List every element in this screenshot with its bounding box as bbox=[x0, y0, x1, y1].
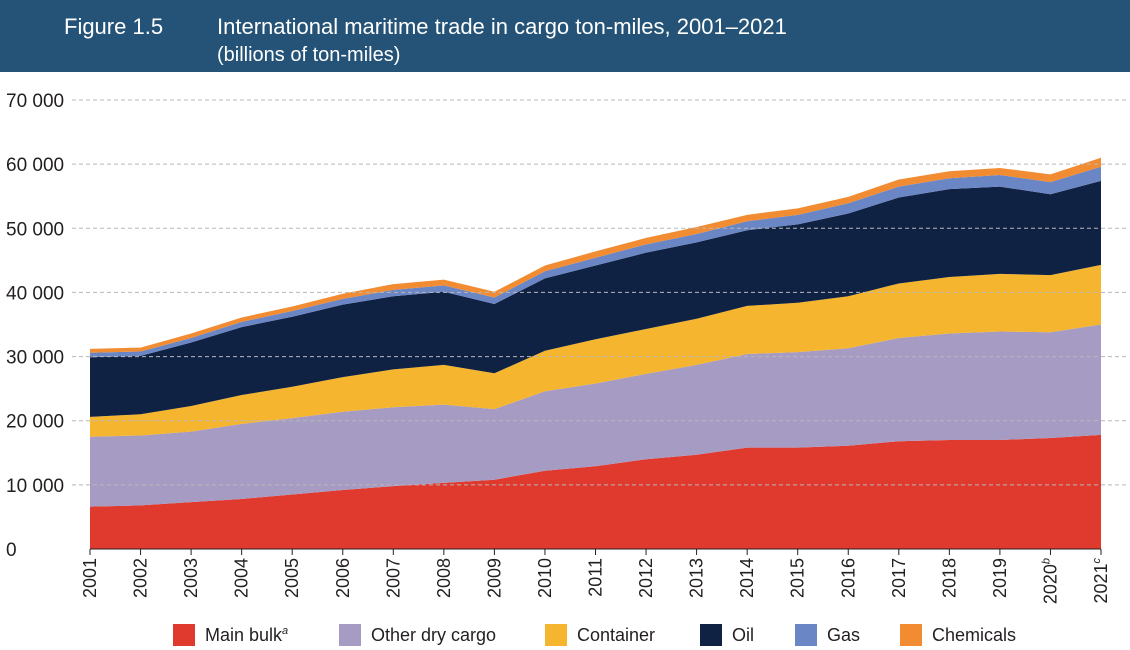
legend-label: Main bulka bbox=[205, 624, 289, 645]
area-main-bulk bbox=[90, 434, 1101, 549]
legend-swatch bbox=[545, 624, 567, 646]
x-tick-label: 2020b bbox=[1040, 558, 1060, 604]
legend-item: Chemicals bbox=[900, 624, 1016, 646]
x-tick-label: 2004 bbox=[232, 558, 252, 598]
x-tick-label: 2015 bbox=[788, 558, 808, 598]
legend-item: Main bulka bbox=[173, 624, 288, 646]
x-tick-label: 2021c bbox=[1091, 558, 1111, 604]
x-tick-label: 2018 bbox=[939, 558, 959, 598]
area-container bbox=[90, 264, 1101, 437]
legend-label: Gas bbox=[827, 624, 861, 645]
x-tick-label: 2003 bbox=[181, 558, 201, 598]
chart-title: International maritime trade in cargo to… bbox=[217, 14, 787, 39]
y-tick-label: 70 000 bbox=[6, 91, 64, 112]
y-tick-label: 0 bbox=[6, 540, 17, 561]
legend-item: Oil bbox=[700, 624, 754, 646]
x-tick-label: 2002 bbox=[131, 558, 151, 598]
chart-legend: Main bulka Other dry cargo Container Oil Gas… bbox=[0, 614, 1130, 650]
legend-swatch bbox=[795, 624, 817, 646]
x-tick-superscript: b bbox=[1040, 558, 1052, 564]
legend-item: Container bbox=[545, 624, 655, 646]
stacked-area-chart: 0 10 000 20 000 30 000 40 000 50 000 60 000 70 … bbox=[6, 91, 1128, 604]
figure-header: Figure 1.5 International maritime trade … bbox=[0, 0, 1130, 72]
area-gas bbox=[90, 166, 1101, 358]
y-tick-label: 40 000 bbox=[6, 283, 64, 304]
y-tick-label: 60 000 bbox=[6, 155, 64, 176]
x-tick-label: 2007 bbox=[383, 558, 403, 598]
area-chemicals bbox=[90, 157, 1101, 353]
x-tick-label: 2010 bbox=[535, 558, 555, 598]
x-tick-label: 2017 bbox=[889, 558, 909, 598]
x-tick-label: 2011 bbox=[586, 558, 606, 597]
legend-superscript: a bbox=[282, 624, 289, 637]
x-tick-superscript: c bbox=[1091, 558, 1103, 564]
area-oil bbox=[90, 180, 1101, 417]
legend-swatch bbox=[173, 624, 195, 646]
x-tick-label: 2006 bbox=[333, 558, 353, 598]
legend-item: Other dry cargo bbox=[339, 624, 496, 646]
x-tick-label: 2013 bbox=[687, 558, 707, 598]
x-tick-label: 2012 bbox=[636, 558, 656, 598]
legend-label: Chemicals bbox=[932, 624, 1017, 645]
legend-swatch bbox=[700, 624, 722, 646]
x-tick-label: 2005 bbox=[282, 558, 302, 598]
chart-subtitle: (billions of ton-miles) bbox=[217, 44, 401, 66]
area-other-dry-cargo bbox=[90, 324, 1101, 507]
x-tick-label: 2014 bbox=[737, 558, 757, 598]
legend-swatch bbox=[339, 624, 361, 646]
legend-label: Other dry cargo bbox=[371, 624, 497, 645]
legend-label: Oil bbox=[732, 624, 754, 645]
x-tick-label: 2001 bbox=[80, 558, 100, 598]
y-tick-label: 20 000 bbox=[6, 412, 64, 433]
legend-item: Gas bbox=[795, 624, 860, 646]
x-tick-label: 2009 bbox=[484, 558, 504, 598]
legend-swatch bbox=[900, 624, 922, 646]
x-tick-label: 2008 bbox=[434, 558, 454, 598]
x-tick-label: 2016 bbox=[838, 558, 858, 598]
y-tick-label: 30 000 bbox=[6, 348, 64, 369]
figure-label: Figure 1.5 bbox=[64, 14, 164, 39]
y-tick-label: 50 000 bbox=[6, 219, 64, 240]
legend-label: Container bbox=[577, 624, 656, 645]
x-tick-label: 2019 bbox=[990, 558, 1010, 598]
y-tick-label: 10 000 bbox=[6, 476, 64, 497]
